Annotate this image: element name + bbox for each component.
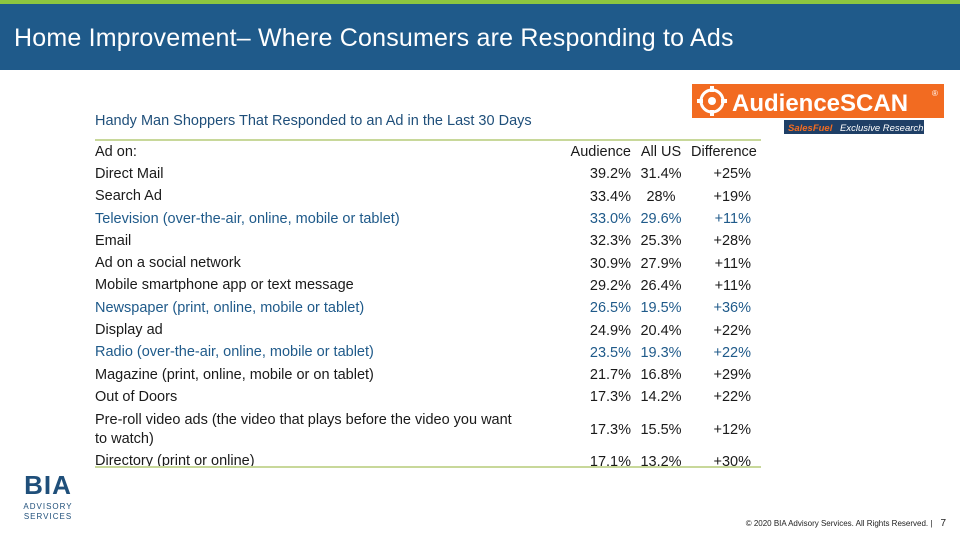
row-all-us: 15.5% [640,421,682,438]
row-all-us: 20.4% [640,322,682,339]
target-icon [697,86,727,116]
table-row: Television (over-the-air, online, mobile… [95,208,761,230]
row-difference: +11% [714,277,751,294]
row-audience: 17.1% [589,453,631,470]
audiencescan-tagline-bar [784,120,924,134]
row-label: Television (over-the-air, online, mobile… [95,210,400,227]
row-difference: +22% [713,344,752,361]
row-all-us: 19.3% [640,344,682,361]
table-subtitle: Handy Man Shoppers That Responded to an … [95,113,532,129]
row-label: Email [95,232,132,249]
row-label: Ad on a social network [95,255,241,272]
row-label: Newspaper (print, online, mobile or tabl… [95,299,365,316]
audiencescan-logo: AudienceSCAN ® SalesFuel Exclusive Resea… [692,84,944,134]
header-difference: Difference [691,144,757,161]
row-difference: +29% [713,367,752,384]
table-row: Email 32.3% 25.3% +28% [95,230,761,252]
row-all-us: 16.8% [640,367,682,384]
row-audience: 33.4% [589,188,631,205]
row-audience: 29.2% [589,277,631,294]
table-row: Magazine (print, online, mobile or on ta… [95,364,761,386]
row-difference: +25% [713,166,752,183]
row-label: Directory (print or online) [95,453,255,470]
row-difference: +30% [713,453,752,470]
table-row: Direct Mail 39.2% 31.4% +25% [95,163,761,185]
table-row: Search Ad 33.4% 28% +19% [95,186,761,208]
row-label: Magazine (print, online, mobile or on ta… [95,366,374,383]
table-row: Ad on a social network 30.9% 27.9% +11% [95,252,761,274]
row-audience: 24.9% [589,322,631,339]
audiencescan-wordmark: AudienceSCAN [732,90,908,117]
table-bottom-rule [95,466,761,468]
row-all-us: 27.9% [640,255,682,272]
title-bar: Home Improvement– Where Consumers are Re… [0,4,960,70]
table-header-row: Ad on: Audience All US Difference [95,141,761,163]
header-all-us: All US [640,144,682,161]
row-all-us: 26.4% [640,277,682,294]
table-row: Mobile smartphone app or text message 29… [95,275,761,297]
row-audience: 32.3% [589,233,631,250]
table-row: Out of Doors 17.3% 14.2% +22% [95,386,761,408]
table-row: Radio (over-the-air, online, mobile or t… [95,342,761,364]
row-all-us: 31.4% [640,166,682,183]
row-all-us: 13.2% [640,453,682,470]
audiencescan-logo-bar [692,84,944,118]
table-row: Pre-roll video ads (the video that plays… [95,409,761,451]
row-all-us: 19.5% [640,300,682,317]
table-row: Display ad 24.9% 20.4% +22% [95,319,761,341]
row-difference: +36% [713,300,752,317]
row-difference: +12% [713,421,752,438]
row-all-us: 25.3% [640,233,682,250]
row-label: Pre-roll video ads (the video that plays… [95,411,512,447]
row-difference: +22% [713,322,752,339]
row-label: Search Ad [95,188,162,205]
row-audience: 30.9% [589,255,631,272]
row-label: Direct Mail [95,165,164,182]
row-difference: +28% [713,233,752,250]
row-label: Display ad [95,322,163,339]
row-difference: +11% [714,211,751,228]
footer: © 2020 BIA Advisory Services. All Rights… [746,518,946,529]
table-row: Directory (print or online) 17.1% 13.2% … [95,451,761,473]
header-audience: Audience [570,144,631,161]
copyright-text: © 2020 BIA Advisory Services. All Rights… [745,519,933,528]
row-audience: 39.2% [589,166,631,183]
ad-response-table: Ad on: Audience All US Difference Direct… [95,141,761,473]
row-label: Radio (over-the-air, online, mobile or t… [95,344,374,361]
row-all-us: 14.2% [640,389,682,406]
row-difference: +11% [714,255,751,272]
bia-logo: BIA ADVISORY SERVICES [14,470,82,526]
row-audience: 17.3% [589,389,631,406]
page-number: 7 [940,518,946,529]
row-audience: 17.3% [589,421,631,438]
row-difference: +19% [713,188,752,205]
row-label: Out of Doors [95,388,178,405]
row-label: Mobile smartphone app or text message [95,277,354,294]
header-ad-on: Ad on: [95,143,137,160]
registered-mark: ® [932,89,938,98]
table-row: Newspaper (print, online, mobile or tabl… [95,297,761,319]
bia-advisory-text: ADVISORY [23,502,73,511]
bia-wordmark: BIA [24,470,72,500]
row-difference: +22% [713,389,752,406]
slide-title: Home Improvement– Where Consumers are Re… [14,24,734,52]
top-accent-rule [0,0,960,4]
row-audience: 33.0% [589,211,631,228]
row-audience: 26.5% [589,300,631,317]
salesfuel-brand: SalesFuel [788,123,833,134]
row-all-us: 29.6% [640,211,682,228]
bia-services-text: SERVICES [23,512,73,521]
audiencescan-tagline: Exclusive Research [840,123,923,134]
table-top-rule [95,139,761,141]
row-audience: 23.5% [589,344,631,361]
row-audience: 21.7% [589,367,631,384]
row-all-us: 28% [646,188,676,205]
